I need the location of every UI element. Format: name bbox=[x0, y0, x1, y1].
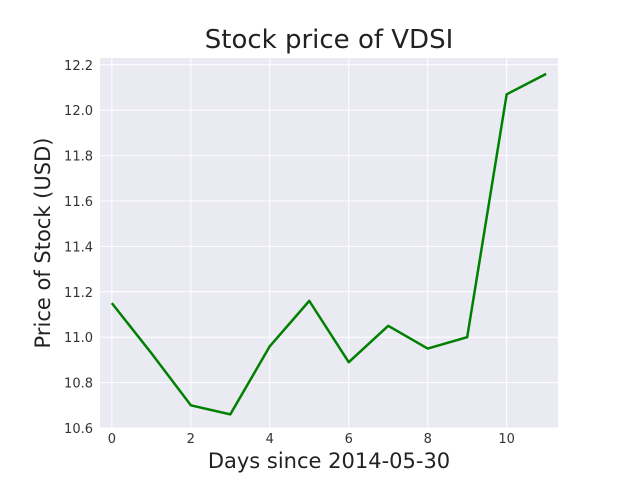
y-axis-label: Price of Stock (USD) bbox=[31, 138, 55, 349]
x-tick-label: 2 bbox=[187, 432, 195, 447]
y-tick-label: 11.6 bbox=[64, 195, 93, 210]
x-tick-label: 0 bbox=[108, 432, 116, 447]
y-tick-label: 12.2 bbox=[64, 59, 93, 74]
x-tick-label: 10 bbox=[498, 432, 515, 447]
tick-labels: 0 2 4 6 8 10 10.6 10.8 11.0 11.2 11.4 11.6 11.8 12.0 1… bbox=[64, 59, 515, 447]
y-tick-label: 11.0 bbox=[64, 331, 93, 346]
series-lines bbox=[110, 72, 547, 416]
y-tick-label: 10.6 bbox=[64, 422, 93, 437]
x-tick-label: 6 bbox=[345, 432, 353, 447]
grid-lines bbox=[100, 58, 558, 429]
chart-title: Stock price of VDSI bbox=[205, 25, 454, 55]
y-tick-label: 11.8 bbox=[64, 150, 93, 165]
x-axis-label: Days since 2014-05-30 bbox=[208, 449, 450, 473]
y-tick-label: 11.4 bbox=[64, 240, 93, 255]
y-tick-label: 11.2 bbox=[64, 286, 93, 301]
y-tick-label: 10.8 bbox=[64, 377, 93, 392]
x-tick-label: 8 bbox=[424, 432, 432, 447]
y-tick-label: 12.0 bbox=[64, 104, 93, 119]
plot-area bbox=[100, 58, 558, 428]
series-line bbox=[110, 72, 547, 416]
x-tick-label: 4 bbox=[266, 432, 274, 447]
